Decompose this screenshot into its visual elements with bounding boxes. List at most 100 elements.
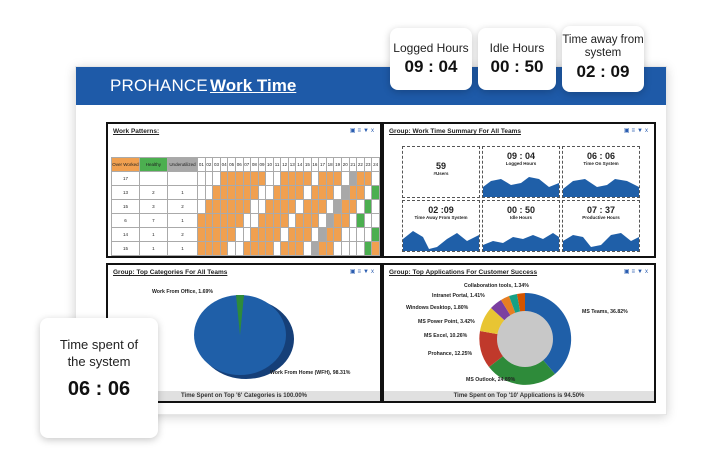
logged-hours-card: Logged Hours 09 : 04 — [390, 28, 472, 90]
export-icon[interactable]: ▣ — [623, 269, 632, 275]
grid-header-cell: 04 — [219, 157, 229, 172]
grid-hour-cell — [325, 227, 335, 242]
tile-label: Logged Hours — [505, 161, 537, 166]
grid-hour-cell — [272, 213, 282, 228]
close-icon[interactable]: x — [645, 269, 650, 275]
grid-hour-cell — [212, 171, 221, 186]
export-icon[interactable]: ▣ — [623, 128, 632, 134]
tile-label: Idle Hours — [509, 215, 532, 220]
grid-hour-cell — [310, 199, 320, 214]
grid-hour-cell — [348, 171, 358, 186]
grid-hour-cell — [287, 171, 297, 186]
stat-value: 02 : 09 — [576, 62, 630, 81]
close-icon[interactable]: x — [645, 128, 650, 134]
grid-count-cell: 3 — [138, 199, 168, 214]
grid-hour-cell — [272, 199, 282, 214]
grid-header-cell: 05 — [227, 157, 236, 172]
export-icon[interactable]: ▣ — [349, 269, 358, 275]
grid-row: 15 1 1 — [111, 241, 380, 256]
page-title-link[interactable]: Work Time — [210, 76, 297, 95]
list-icon[interactable]: ≡ — [357, 269, 364, 275]
grid-hour-cell — [219, 171, 229, 186]
grid-row: 14 1 2 — [111, 227, 380, 242]
grid-header-cell: 21 — [348, 157, 358, 172]
list-icon[interactable]: ≡ — [357, 128, 364, 134]
grid-hour-cell — [363, 241, 373, 256]
grid-hour-cell — [348, 185, 358, 200]
grid-hour-cell — [325, 241, 335, 256]
panel-toolbar: ▣≡▼x — [624, 127, 650, 134]
grid-hour-cell — [340, 241, 350, 256]
export-icon[interactable]: ▣ — [349, 128, 358, 134]
panel-title: Group: Work Time Summary For All Teams — [389, 128, 521, 135]
tile-value: 09 : 04 — [506, 151, 536, 161]
grid-hour-cell — [303, 185, 312, 200]
filter-icon[interactable]: ▼ — [363, 128, 371, 134]
close-icon[interactable]: x — [371, 128, 376, 134]
grid-hour-cell — [371, 227, 380, 242]
grid-hour-cell — [250, 227, 259, 242]
filter-icon[interactable]: ▼ — [363, 269, 371, 275]
grid-hour-cell — [227, 185, 236, 200]
grid-hour-cell — [219, 185, 229, 200]
grid-hour-cell — [363, 213, 373, 228]
grid-hour-cell — [212, 213, 221, 228]
grid-hour-cell — [257, 199, 267, 214]
filter-icon[interactable]: ▼ — [637, 269, 645, 275]
app-label-teams: MS Teams, 36.82% — [582, 309, 628, 315]
grid-hour-cell — [242, 227, 252, 242]
grid-hour-cell — [340, 185, 350, 200]
grid-hour-cell — [333, 227, 342, 242]
grid-hour-cell — [287, 185, 297, 200]
grid-hour-cell — [356, 185, 365, 200]
grid-hour-cell — [318, 241, 327, 256]
grid-hour-cell — [310, 213, 320, 228]
area-sparkline — [563, 233, 639, 251]
grid-count-cell: 15 — [111, 199, 140, 214]
grid-count-cell: 6 — [111, 213, 140, 228]
work-time-summary-panel: Group: Work Time Summary For All Teams ▣… — [382, 122, 656, 258]
grid-header-cell: 09 — [257, 157, 267, 172]
grid-hour-cell — [227, 213, 236, 228]
brand-logo: PROHANCE — [110, 76, 208, 95]
grid-header-cell: 18 — [325, 157, 335, 172]
applications-donut-chart — [479, 292, 572, 385]
tile-value: 00 : 50 — [506, 205, 536, 215]
grid-count-cell: 2 — [166, 227, 199, 242]
grid-header-cell: 19 — [333, 157, 342, 172]
grid-hour-cell — [348, 199, 358, 214]
grid-header-cell: 06 — [234, 157, 244, 172]
grid-hour-cell — [242, 241, 252, 256]
grid-hour-cell — [265, 199, 274, 214]
grid-hour-cell — [371, 241, 380, 256]
grid-hour-cell — [272, 241, 282, 256]
grid-hour-cell — [250, 241, 259, 256]
grid-hour-cell — [287, 213, 297, 228]
grid-count-cell — [166, 171, 199, 186]
grid-header-cell: 11 — [272, 157, 282, 172]
grid-count-cell: 15 — [111, 241, 140, 256]
grid-hour-cell — [325, 171, 335, 186]
grid-count-cell: 14 — [111, 227, 140, 242]
grid-hour-cell — [242, 171, 252, 186]
grid-hour-cell — [265, 213, 274, 228]
tile-value: 07 : 37 — [586, 205, 616, 215]
grid-hour-cell — [295, 171, 305, 186]
grid-hour-cell — [303, 171, 312, 186]
filter-icon[interactable]: ▼ — [637, 128, 645, 134]
categories-pie-chart — [194, 295, 294, 379]
stat-value: 06 : 06 — [67, 378, 131, 400]
grid-hour-cell — [303, 199, 312, 214]
grid-hour-cell — [340, 171, 350, 186]
grid-hour-cell — [318, 185, 327, 200]
list-icon[interactable]: ≡ — [631, 269, 638, 275]
stat-label: Logged Hours — [393, 41, 469, 55]
grid-hour-cell — [234, 171, 244, 186]
close-icon[interactable]: x — [371, 269, 376, 275]
grid-count-cell — [138, 171, 168, 186]
grid-header-cell: 07 — [242, 157, 252, 172]
grid-header-cell: 22 — [356, 157, 365, 172]
area-sparkline — [483, 233, 559, 251]
grid-hour-cell — [197, 185, 206, 200]
list-icon[interactable]: ≡ — [631, 128, 638, 134]
